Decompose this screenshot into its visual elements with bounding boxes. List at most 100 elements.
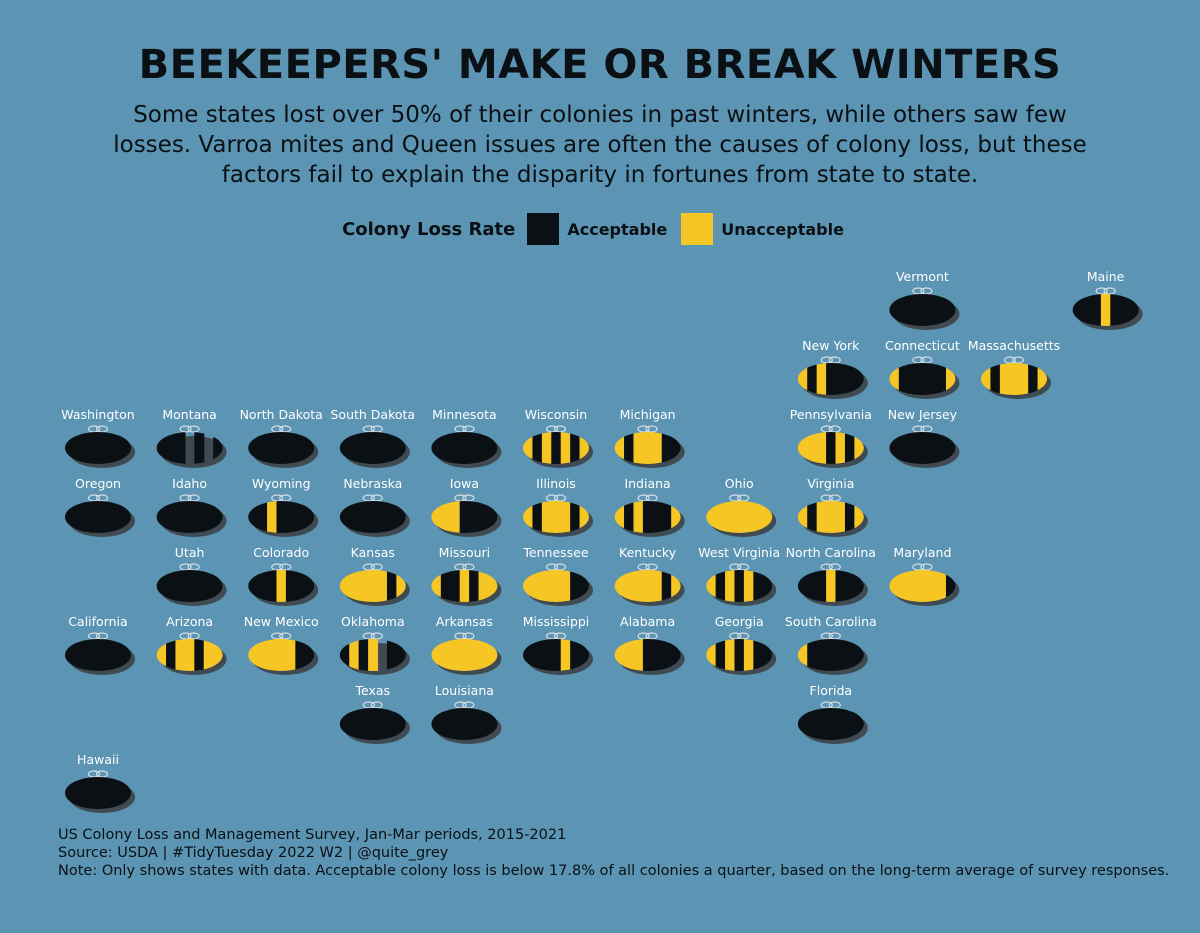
wing-icon [362, 632, 375, 640]
stripe-wisconsin-2017 [541, 432, 552, 464]
stripe-michigan-2021 [671, 432, 681, 464]
stripe-california-2019 [102, 639, 113, 671]
bee-tile-map: Vermont Maine New York Connecticut Massachus… [61, 269, 1143, 813]
bee-missouri: Missouri [431, 545, 502, 606]
stripe-massachusetts-2020 [1028, 363, 1039, 395]
state-label: Hawaii [77, 752, 119, 767]
stripe-georgia-2021 [762, 639, 773, 671]
stripe-tennessee-2017 [541, 570, 552, 602]
stripe-kentucky-2016 [624, 570, 635, 602]
wing-icon [920, 563, 933, 571]
stripe-iowa-2015 [431, 501, 442, 533]
stripe-oregon-2016 [74, 501, 85, 533]
bee-body [431, 501, 498, 533]
wing-icon [737, 632, 750, 640]
legend-swatch-unacceptable [681, 213, 714, 245]
stripe-california-2015 [65, 639, 76, 671]
bee-body [248, 570, 315, 602]
bee-indiana: Indiana [614, 476, 685, 537]
bee-body [156, 570, 223, 602]
stripe-kentucky-2021 [671, 570, 681, 602]
wing-icon [362, 425, 375, 433]
stripe-kansas-2017 [358, 570, 369, 602]
stripe-washington-2021 [121, 432, 131, 464]
bee-ohio: Ohio [706, 476, 777, 537]
stripe-new-york-2016 [807, 363, 818, 395]
bee-nebraska: Nebraska [339, 476, 410, 537]
stripe-missouri-2016 [440, 570, 451, 602]
stripe-missouri-2017 [450, 570, 461, 602]
wing-icon [271, 494, 284, 502]
bee-body [339, 708, 406, 740]
stripe-tennessee-2016 [532, 570, 543, 602]
state-label: New York [802, 338, 860, 353]
stripe-maine-2020 [1119, 294, 1130, 326]
wing-icon [462, 632, 475, 640]
state-label: Utah [175, 545, 205, 560]
stripe-mississippi-2020 [570, 639, 581, 671]
state-label: Kentucky [619, 545, 677, 560]
bee-south-dakota: South Dakota [331, 407, 415, 468]
stripe-florida-2018 [826, 708, 837, 740]
state-label: North Dakota [240, 407, 323, 422]
stripe-nebraska-2017 [358, 501, 369, 533]
stripe-maryland-2016 [898, 570, 909, 602]
state-label: New Jersey [888, 407, 958, 422]
bee-illinois: Illinois [523, 476, 593, 537]
stripe-utah-2015 [156, 570, 167, 602]
stripe-texas-2020 [386, 708, 397, 740]
stripe-iowa-2016 [440, 501, 451, 533]
stripe-new-mexico-2021 [304, 639, 315, 671]
stripe-california-2021 [121, 639, 131, 671]
bee-body [889, 294, 956, 326]
stripe-nebraska-2018 [368, 501, 379, 533]
stripe-illinois-2015 [523, 501, 534, 533]
bee-michigan: Michigan [614, 407, 685, 468]
stripe-indiana-2016 [624, 501, 635, 533]
stripe-oklahoma-2017 [358, 639, 369, 671]
stripe-pennsylvania-2018 [826, 432, 837, 464]
stripe-new-mexico-2020 [295, 639, 306, 671]
bee-north-carolina: North Carolina [786, 545, 876, 606]
state-label: West Virginia [698, 545, 780, 560]
stripe-montana-2016 [166, 432, 177, 464]
stripe-maine-2016 [1082, 294, 1093, 326]
stripe-hawaii-2020 [112, 777, 123, 809]
wing-icon [1011, 356, 1025, 364]
stripe-arkansas-2015 [431, 639, 442, 671]
stripe-arizona-2017 [175, 639, 186, 671]
state-label: South Carolina [785, 614, 877, 629]
wing-icon [362, 701, 375, 709]
stripe-maine-2019 [1110, 294, 1121, 326]
stripe-california-2017 [83, 639, 94, 671]
stripe-wisconsin-2018 [551, 432, 562, 464]
bee-body [706, 639, 773, 671]
state-label: Massachusetts [968, 338, 1060, 353]
stripe-tennessee-2021 [579, 570, 589, 602]
wing-icon [828, 701, 841, 709]
stripe-tennessee-2020 [570, 570, 581, 602]
stripe-vermont-2020 [936, 294, 947, 326]
stripe-new-jersey-2020 [936, 432, 947, 464]
stripe-south-carolina-2019 [835, 639, 846, 671]
wing-icon [828, 425, 841, 433]
stripe-west-virginia-2021 [762, 570, 773, 602]
stripe-north-dakota-2018 [276, 432, 287, 464]
stripe-oklahoma-2018 [368, 639, 379, 671]
stripe-west-virginia-2016 [715, 570, 726, 602]
stripe-ohio-2018 [734, 501, 745, 533]
stripe-oregon-2020 [112, 501, 123, 533]
stripe-montana-2021 [213, 432, 223, 464]
bee-tennessee: Tennessee [522, 545, 593, 606]
state-label: Montana [162, 407, 217, 422]
wing-icon [729, 494, 742, 502]
bee-body [706, 570, 773, 602]
stripe-kansas-2016 [349, 570, 360, 602]
stripe-south-dakota-2020 [386, 432, 397, 464]
stripe-ohio-2016 [715, 501, 726, 533]
stripe-south-carolina-2018 [826, 639, 837, 671]
wing-icon [454, 632, 467, 640]
stripe-massachusetts-2018 [1009, 363, 1020, 395]
stripe-wisconsin-2020 [570, 432, 581, 464]
stripe-missouri-2020 [478, 570, 489, 602]
